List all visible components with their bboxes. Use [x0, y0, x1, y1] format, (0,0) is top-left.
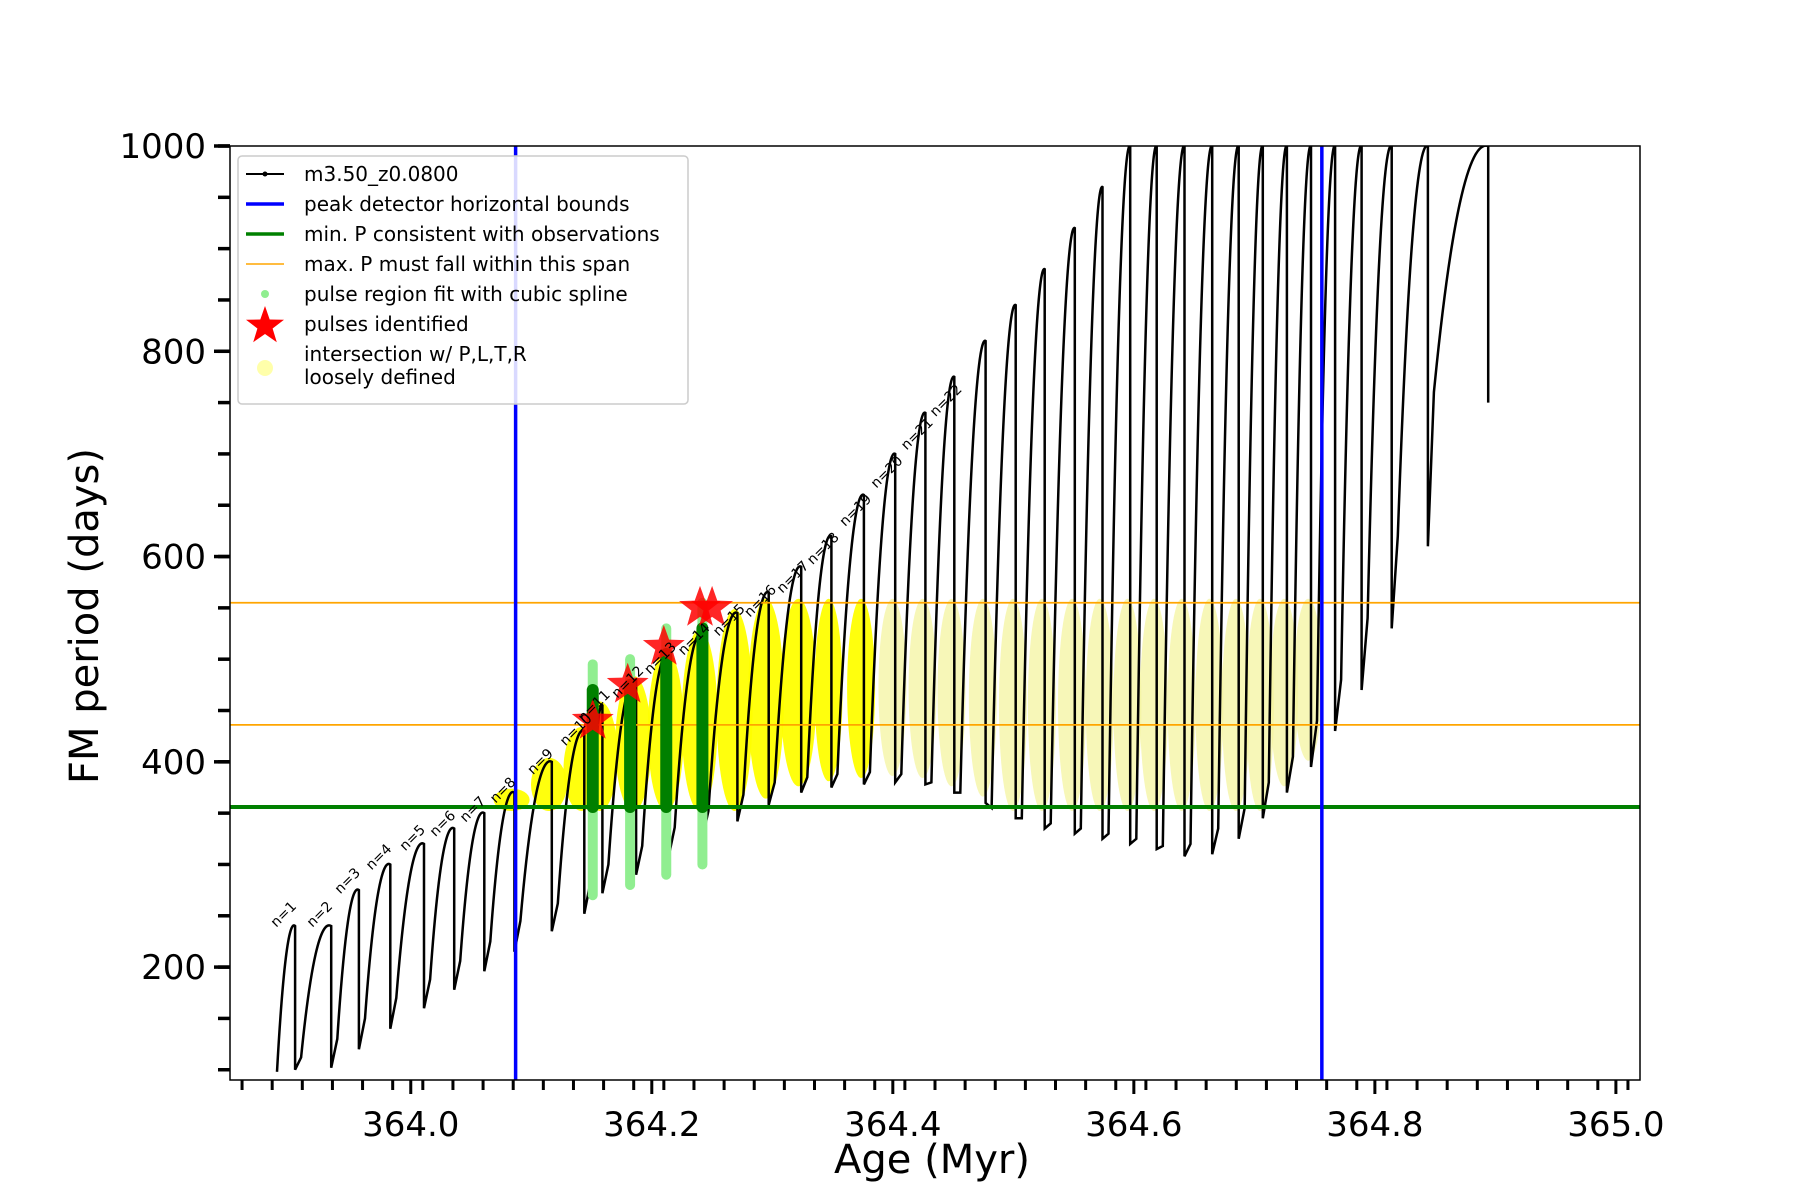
intersection-region — [847, 598, 876, 779]
pulse-star — [606, 662, 649, 703]
legend-label: min. P consistent with observations — [304, 222, 660, 246]
y-axis: 200 400 600 800 1000 — [119, 127, 230, 1072]
intersection-region — [1270, 598, 1299, 787]
intersection-region — [998, 598, 1027, 811]
intersection-region — [1113, 598, 1142, 811]
legend-entry: peak detector horizontal bounds — [246, 192, 630, 216]
legend-label: intersection w/ P,L,T,R — [304, 342, 527, 366]
intersection-region — [747, 598, 784, 799]
intersection-region — [1139, 598, 1168, 811]
intersection-region — [1058, 598, 1086, 811]
intersection-region — [1221, 598, 1250, 811]
intersection-region — [908, 598, 937, 779]
legend-entry: min. P consistent with observations — [246, 222, 660, 246]
intersection-region — [780, 598, 817, 787]
x-axis-title: Age (Myr) — [834, 1137, 1030, 1183]
intersection-region — [814, 598, 843, 782]
intersection-region — [1085, 598, 1114, 811]
intersection-region — [493, 598, 1323, 811]
horizontal-lines — [230, 601, 1640, 809]
x-tick-label: 364.6 — [1085, 1105, 1182, 1145]
intersection-region — [530, 757, 567, 811]
intersection-region — [1027, 598, 1056, 811]
x-tick-label: 364.2 — [603, 1105, 700, 1145]
intersection-region — [937, 598, 966, 787]
y-axis-title: FM period (days) — [62, 448, 108, 784]
intersection-region — [716, 609, 753, 811]
x-tick-label: 364.4 — [844, 1105, 941, 1145]
legend-label: peak detector horizontal bounds — [304, 192, 630, 216]
legend-label: m3.50_z0.0800 — [304, 162, 459, 186]
y-tick-label: 800 — [141, 332, 206, 372]
legend-box — [237, 155, 689, 405]
legend-entry: m3.50_z0.0800 — [246, 162, 459, 186]
pulse-star — [691, 585, 733, 626]
legend-label: max. P must fall within this span — [304, 252, 630, 276]
intersection-region — [968, 598, 997, 797]
legend-label: pulse region fit with cubic spline — [304, 282, 628, 306]
spline-regions — [586, 597, 709, 901]
x-tick-label: 365.0 — [1567, 1105, 1664, 1145]
model-curve — [275, 146, 1490, 1072]
legend-entry: pulse region fit with cubic spline — [261, 282, 628, 306]
legend-entry: pulses identified — [246, 306, 469, 343]
intersection-region — [1195, 598, 1224, 811]
y-tick-label: 400 — [141, 743, 206, 783]
intersection-region — [1294, 598, 1323, 761]
x-tick-label: 364.8 — [1326, 1105, 1423, 1145]
pulse-star — [642, 624, 685, 665]
y-tick-label: 200 — [141, 948, 206, 988]
y-tick-label: 1000 — [119, 127, 206, 167]
pulse-star — [571, 698, 614, 739]
identified-pulses — [571, 585, 733, 739]
intersection-region — [1246, 598, 1274, 811]
model-series — [275, 146, 1490, 1072]
x-tick-label: 364.0 — [362, 1105, 459, 1145]
legend-label: pulses identified — [304, 312, 469, 336]
intersection-region — [878, 598, 907, 777]
x-axis: 364.0 364.2 364.4 364.6 364.8 365.0 — [240, 1080, 1665, 1145]
legend-entry: max. P must fall within this span — [246, 252, 630, 276]
intersection-region — [1167, 598, 1196, 811]
y-tick-label: 600 — [141, 538, 206, 578]
legend-label: loosely defined — [304, 365, 456, 389]
